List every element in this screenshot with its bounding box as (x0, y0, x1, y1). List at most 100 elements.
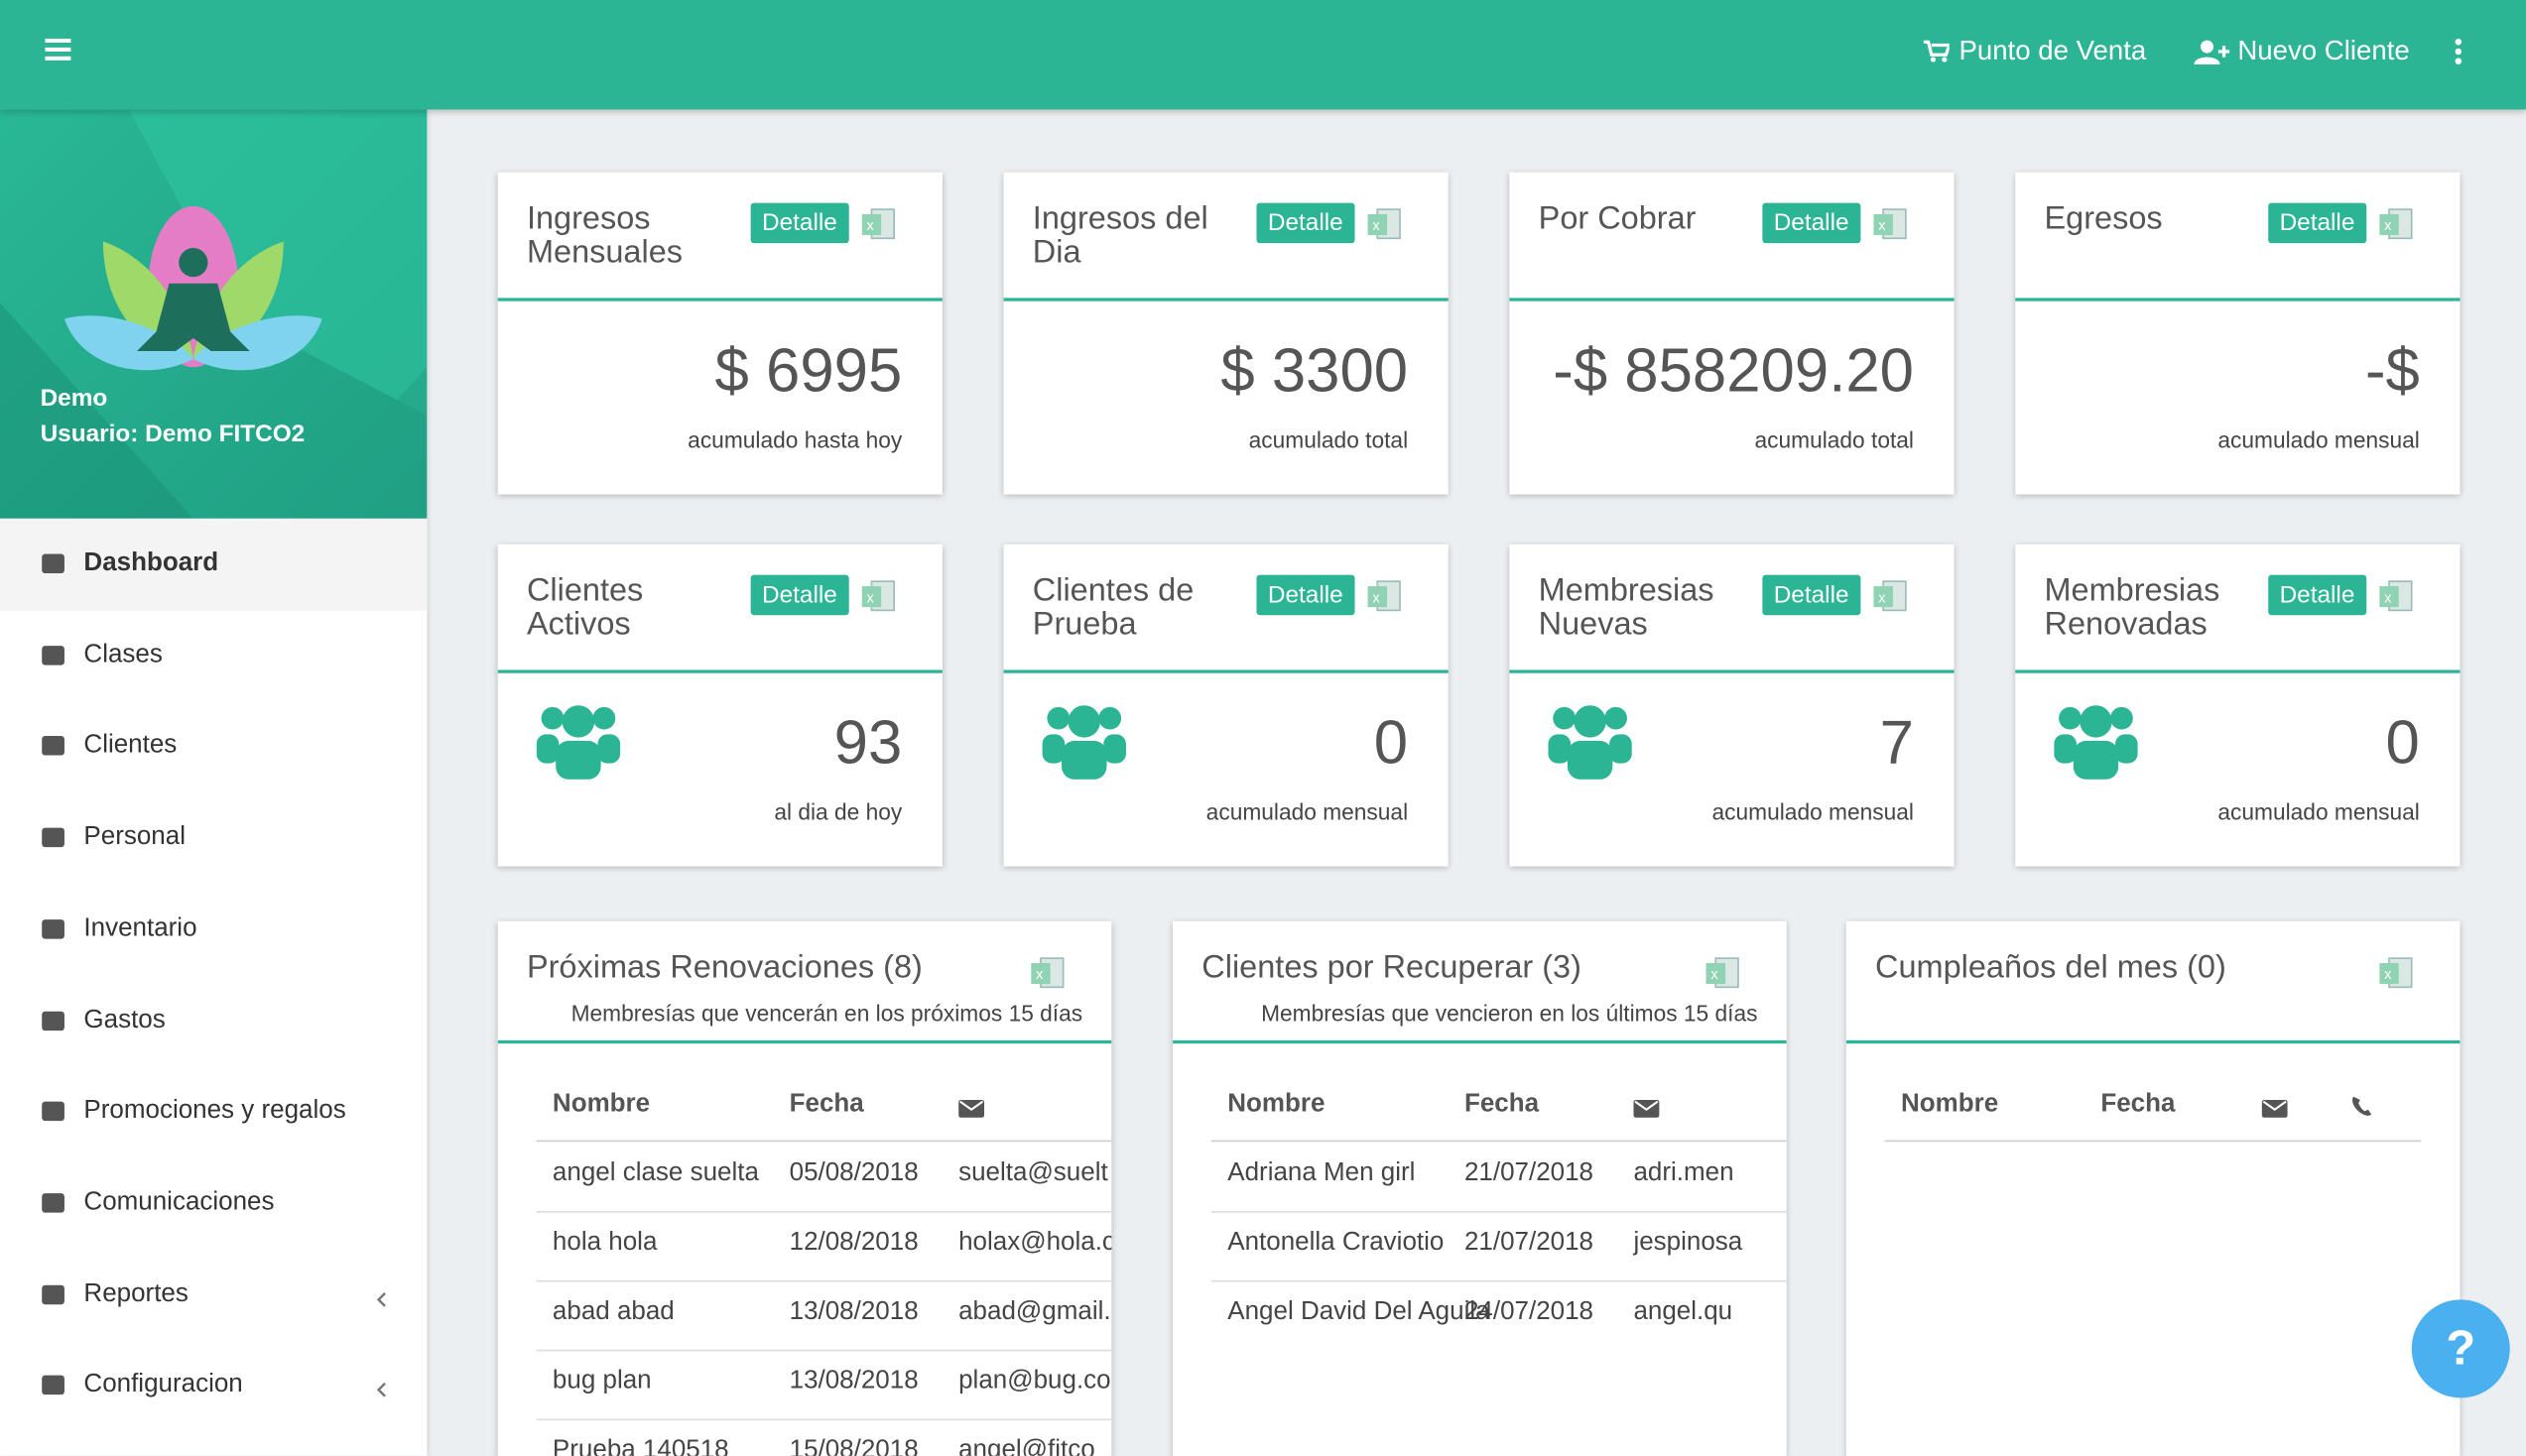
card-caption: acumulado hasta hoy (688, 426, 903, 453)
submenu-arrow (375, 1286, 388, 1315)
card-value: -$ (2364, 337, 2420, 407)
menu-item[interactable]: Gastos (0, 975, 427, 1067)
table-cell: 05/08/2018 (789, 1159, 919, 1187)
stat-card: Ingresos Mensuales Detalle x $ 6995 acumulad… (497, 172, 943, 495)
detail-button[interactable]: Detalle (750, 202, 849, 244)
profile-name: Demo (40, 385, 108, 413)
menu-icon-svg (42, 553, 64, 574)
menu-icon (41, 550, 66, 584)
help-button[interactable]: ? (2411, 1299, 2510, 1398)
card-title: Ingresos del Dia (1032, 200, 1208, 271)
table-cell: 21/07/2018 (1463, 1159, 1593, 1187)
submenu-arrow-svg (376, 1291, 386, 1307)
svg-text:x: x (2384, 590, 2392, 606)
detail-button[interactable]: Detalle (1762, 202, 1860, 244)
excel-export: x (1873, 578, 1909, 622)
card-divider (2015, 669, 2461, 673)
card-title: Membresias Renovadas (2044, 573, 2220, 643)
row-rule (1211, 1279, 1787, 1282)
menu-item[interactable]: Comunicaciones (0, 1157, 427, 1250)
card-caption: al dia de hoy (774, 798, 903, 825)
card-title: Membresias Nuevas (1538, 573, 1714, 643)
detail-button[interactable]: Detalle (2268, 574, 2366, 616)
card-value: $ 6995 (714, 337, 903, 407)
menu-toggle[interactable] (45, 38, 71, 61)
table-cell: abad abad (552, 1297, 675, 1326)
users-icon (2054, 699, 2138, 788)
table-cell: hola hola (552, 1228, 658, 1257)
menu-icon (41, 1190, 66, 1224)
list-title: Cumpleaños del mes (0) (1875, 949, 2226, 986)
svg-text:x: x (867, 218, 875, 234)
menu-item[interactable]: Configuracion (0, 1340, 427, 1432)
svg-text:x: x (1372, 218, 1380, 234)
table-cell: angel clase suelta (552, 1159, 759, 1187)
menu-icon (41, 1008, 66, 1041)
profile-bg (0, 109, 428, 519)
table-cell: 12/08/2018 (789, 1228, 919, 1257)
mail-icon-svg (958, 1100, 985, 1118)
menu-icon-svg (42, 1192, 64, 1213)
menu-icon-svg (42, 1010, 64, 1031)
more-menu[interactable] (2454, 37, 2463, 65)
add-user-icon (2194, 40, 2230, 64)
excel-export-svg: x (861, 208, 895, 240)
menu-icon (41, 1281, 66, 1315)
mail-icon (958, 1097, 985, 1126)
column-header: Nombre (1227, 1090, 1326, 1118)
table-cell: Angel David Del Aguila (1227, 1297, 1490, 1326)
menu-item[interactable]: Inventario (0, 884, 427, 976)
users-icon-svg (536, 705, 621, 780)
table-cell: Prueba 140518 (552, 1436, 729, 1456)
list-card: Cumpleaños del mes (0) x Nombre Fecha (1845, 920, 2461, 1456)
svg-text:x: x (867, 590, 875, 606)
column-header: Fecha (789, 1090, 864, 1118)
table-cell: suelta@suelt (958, 1159, 1108, 1187)
card-value: -$ 858209.20 (1553, 337, 1914, 407)
excel-export: x (1873, 206, 1909, 250)
cart-icon (1923, 40, 1950, 62)
menu-item[interactable]: Clases (0, 610, 427, 702)
detail-button[interactable]: Detalle (750, 574, 849, 616)
menu-icon (41, 1099, 66, 1133)
excel-export: x (861, 206, 898, 250)
menu-icon-svg (42, 736, 64, 757)
svg-text:x: x (1878, 218, 1886, 234)
row-rule (536, 1211, 1112, 1213)
detail-button[interactable]: Detalle (1762, 574, 1860, 616)
table-cell: abad@gmail. (958, 1297, 1111, 1326)
menu-label: Clientes (83, 731, 178, 760)
excel-export-svg: x (1367, 580, 1401, 612)
card-divider (497, 298, 943, 302)
card-divider (1003, 298, 1449, 302)
menu-item[interactable]: Dashboard (0, 518, 428, 611)
table-cell: bug plan (552, 1367, 652, 1395)
sidebar: Demo Usuario: Demo FITCO2 Dashboard Clase… (0, 109, 428, 1456)
menu-item[interactable]: Clientes (0, 701, 427, 793)
menu-label: Reportes (83, 1279, 189, 1307)
menu-icon-svg (42, 1284, 64, 1304)
menu-label: Configuracion (83, 1371, 243, 1398)
menu-item[interactable]: Reportes (0, 1249, 427, 1341)
card-value: 7 (1879, 710, 1914, 779)
detail-button[interactable]: Detalle (1256, 202, 1355, 244)
excel-export-svg: x (2379, 208, 2413, 240)
menu-item[interactable]: Personal (0, 792, 427, 885)
phone-icon (2350, 1095, 2373, 1124)
column-header: Fecha (1463, 1090, 1540, 1118)
svg-text:x: x (2384, 967, 2392, 983)
detail-button[interactable]: Detalle (2268, 202, 2366, 244)
excel-export-svg: x (2379, 580, 2413, 612)
header-rule (1211, 1140, 1787, 1143)
table-cell: 13/08/2018 (789, 1297, 919, 1326)
table-cell: 15/08/2018 (789, 1436, 919, 1456)
menu-item[interactable]: Promociones y regalos (0, 1066, 427, 1158)
row-rule (536, 1349, 1112, 1352)
new-client-link[interactable]: Nuevo Cliente (2237, 35, 2410, 66)
users-icon-svg (1548, 705, 1632, 780)
detail-button[interactable]: Detalle (1256, 574, 1355, 616)
excel-export: x (2379, 955, 2415, 999)
excel-export-svg: x (2379, 957, 2413, 989)
pos-link[interactable]: Punto de Venta (1958, 35, 2147, 66)
card-title: Por Cobrar (1538, 200, 1697, 237)
